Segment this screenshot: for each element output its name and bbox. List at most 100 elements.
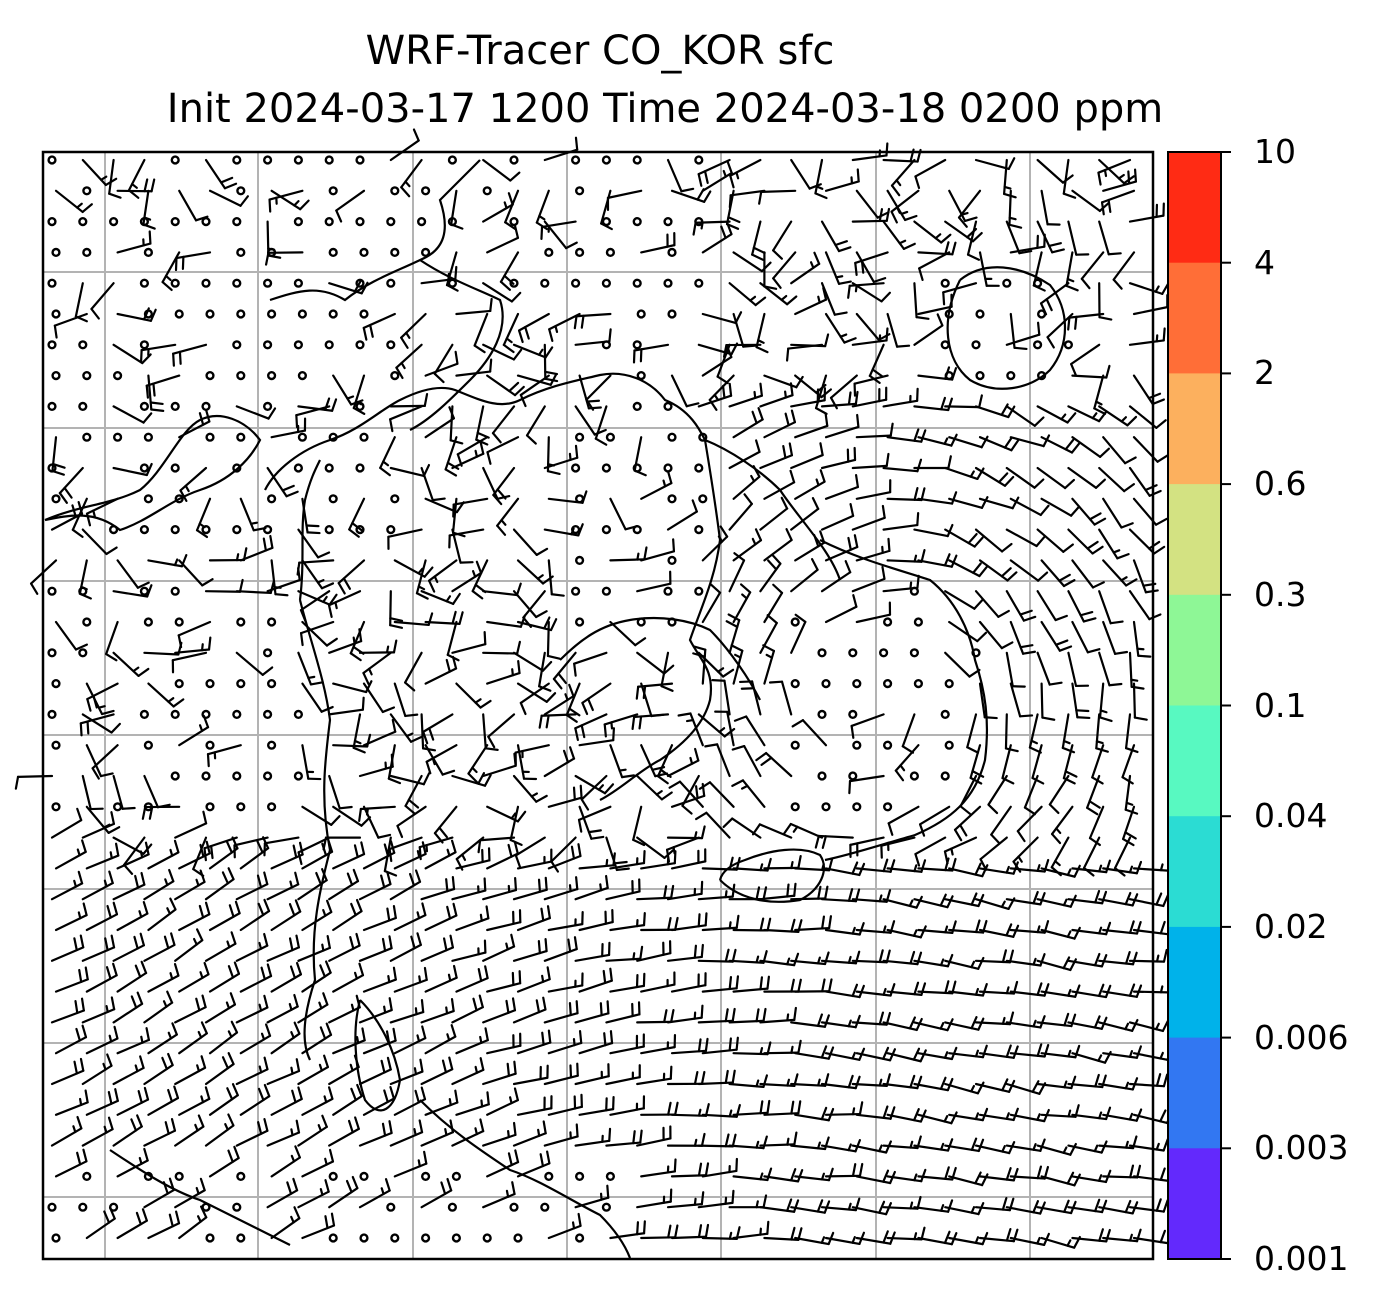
wind-barb [393,559,434,578]
wind-barb-flag [448,1056,454,1071]
wind-barb-staff [790,453,824,470]
wind-barb-staff [235,590,272,595]
wind-barb-flag [813,533,820,548]
wind-barb [270,841,304,870]
wind-barb [574,1127,612,1147]
wind-barb [974,466,1015,487]
wind-barb-staff [1128,1206,1165,1213]
wind-barb-staff [81,1064,113,1086]
wind-barb [1071,559,1105,589]
wind-barb-flag [1156,454,1169,463]
wind-barb-staff [297,1190,330,1209]
wind-barb-flag [908,899,914,907]
wind-barb-flag [1128,983,1136,997]
wind-barb-flag [198,904,205,919]
wind-barb [112,462,153,477]
wind-barb-staff [743,745,762,778]
wind-barb-staff [790,1082,827,1087]
wind-barb [913,1018,954,1032]
wind-barb-staff [425,744,458,763]
wind-barb [538,651,552,692]
wind-barb-staff [913,959,950,968]
wind-barb-staff [1005,405,1036,427]
wind-barb-flag [814,192,828,200]
wind-barb-staff [81,881,114,901]
wind-barb-staff [1067,1082,1104,1089]
wind-barb-staff [1071,990,1108,999]
wind-barb-flag [899,764,906,772]
wind-barb-flag [728,921,732,930]
calm-wind-circle [574,1233,585,1243]
wind-barb-flag [417,585,426,591]
wind-barb-flag [489,297,493,313]
wind-barb-flag [29,582,39,595]
wind-barb-flag [139,1055,145,1070]
wind-barb [794,469,826,500]
wind-barb-staff [1070,343,1101,366]
wind-barb [204,992,237,1024]
wind-barb-flag [916,511,920,527]
wind-barb-staff [208,189,242,207]
wind-barb-flag [1058,573,1071,582]
wind-barb-staff [1102,559,1128,587]
wind-barb-flag [885,327,889,342]
wind-barb [266,1119,301,1147]
wind-barb-staff [482,158,512,182]
wind-barb-flag [959,805,972,815]
wind-barb [824,474,859,500]
wind-barb [697,1069,736,1086]
wind-barb-staff [1009,1113,1046,1123]
wind-barb-staff [451,889,487,901]
wind-barb-flag [670,1008,675,1023]
wind-barb-flag [1000,567,1012,578]
wind-barb [208,1020,239,1055]
wind-barb-flag [1074,984,1081,998]
wind-barb [666,499,698,531]
wind-barb-staff [58,466,84,495]
wind-barb-staff [636,651,666,675]
wind-barb [112,991,144,1024]
wind-barb-flag [386,1056,392,1071]
wind-barb-flag [674,1224,679,1239]
wind-barb-staff [913,1206,950,1213]
wind-barb-staff [473,312,489,347]
wind-barb-staff [301,682,323,713]
wind-barb-flag [389,617,404,622]
wind-barb-flag [677,712,692,717]
wind-barb-flag [1008,223,1023,229]
wind-barb-flag [1159,1051,1164,1060]
wind-barb-staff [147,559,183,568]
wind-barb-staff [263,836,300,845]
wind-barb-flag [663,1009,668,1024]
wind-barb-staff [606,189,643,199]
calm-wind-circle [82,186,92,196]
calm-wind-circle [232,771,242,781]
wind-barb-staff [85,497,119,515]
wind-barb-flag [145,462,153,477]
wind-barb [50,1115,83,1147]
calm-wind-circle [170,771,180,781]
wind-barb [388,836,423,863]
calm-wind-circle [944,309,954,319]
wind-barb-flag [541,1031,545,1046]
wind-barb-flag [517,660,521,675]
wind-barb [328,932,361,962]
wind-barb-flag [195,878,200,887]
wind-barb-flag [404,804,416,815]
wind-barb-staff [543,1012,579,1024]
wind-barb [491,405,516,444]
wind-barb-flag [979,858,988,871]
calm-wind-circle [698,494,708,504]
calm-wind-circle [632,155,642,165]
wind-barb-flag [496,488,507,500]
wind-barb-staff [270,1097,303,1116]
wind-barb-staff [732,418,764,439]
wind-barb-staff [882,1206,919,1210]
wind-barb-flag [1147,392,1162,400]
wind-barb [758,189,797,205]
calm-wind-circle [852,802,862,812]
wind-barb-flag [544,377,559,383]
wind-barb-staff [352,713,362,749]
wind-barb-staff [1067,651,1078,688]
wind-barb [389,1119,424,1147]
